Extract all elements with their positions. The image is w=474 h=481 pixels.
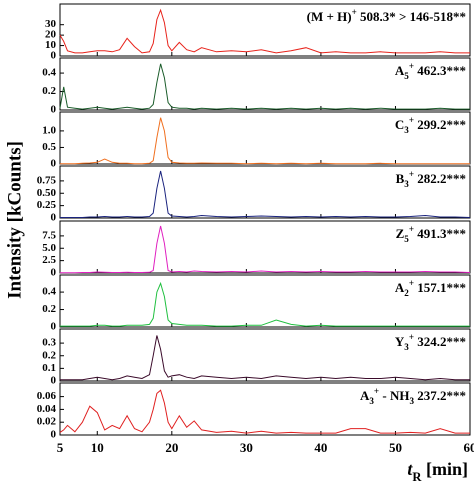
y-tick-label: 0.2 xyxy=(42,85,56,97)
y-tick-label: 0.04 xyxy=(37,403,57,415)
label-part: C xyxy=(395,117,404,132)
label-part: 491.3*** xyxy=(414,226,466,241)
y-tick-label: 0.50 xyxy=(37,187,57,199)
label-part: + xyxy=(374,386,379,396)
label-part: A xyxy=(360,388,370,403)
label-part: B xyxy=(396,171,405,186)
x-tick-label: 5 xyxy=(57,440,64,455)
x-tick-label: 10 xyxy=(91,440,104,455)
label-part: 3 xyxy=(404,179,409,189)
y-tick-label: 0.75 xyxy=(37,174,57,186)
y-tick-label: 0 xyxy=(51,321,57,333)
trace xyxy=(60,225,471,274)
label-part: 324.2*** xyxy=(414,334,466,349)
y-tick-label: 5.0 xyxy=(42,242,56,254)
y-tick-label: 0 xyxy=(51,104,57,116)
label-part: + xyxy=(409,115,414,125)
y-tick-label: 0 xyxy=(51,429,57,441)
label-part: [min] xyxy=(422,459,469,479)
y-tick-label: 0 xyxy=(51,267,57,279)
y-tick-label: 0.4 xyxy=(42,286,56,298)
y-tick-label: 0.25 xyxy=(37,199,57,211)
label-part: 282.2*** xyxy=(414,171,466,186)
label-part: + xyxy=(409,61,414,71)
panel-label: Y3+ 324.2*** xyxy=(395,332,466,352)
label-part: + xyxy=(409,332,414,342)
label-part: 3 xyxy=(404,342,409,352)
y-tick-label: 0.02 xyxy=(37,416,57,428)
y-tick-label: 0.1 xyxy=(42,362,56,374)
y-tick-label: 0.3 xyxy=(42,337,56,349)
y-tick-label: 0.06 xyxy=(37,390,57,402)
label-part: 3 xyxy=(404,125,409,135)
label-part: 237.2*** xyxy=(414,388,466,403)
label-part: 3 xyxy=(369,396,374,406)
y-axis-label: Intensity [kCounts] xyxy=(4,141,25,299)
label-part: t xyxy=(407,459,413,479)
label-part: - NH xyxy=(379,388,409,403)
trace xyxy=(60,117,470,165)
panel-label: B3+ 282.2*** xyxy=(396,169,466,189)
trace xyxy=(60,335,470,381)
label-part: + xyxy=(409,278,414,288)
panel-frame xyxy=(59,111,471,165)
label-part: 299.2*** xyxy=(414,117,466,132)
panel-label: A3+ - NH3 237.2*** xyxy=(360,386,466,406)
y-tick-label: 0.4 xyxy=(42,67,56,79)
trace xyxy=(60,170,471,218)
y-tick-label: 10 xyxy=(45,39,57,51)
label-part: 5 xyxy=(404,71,409,81)
panel-label: Z5+ 491.3*** xyxy=(396,224,466,244)
y-tick-label: 30 xyxy=(45,18,57,30)
y-tick-label: 7.5 xyxy=(42,229,56,241)
label-part: Y xyxy=(395,334,405,349)
panel-label: C3+ 299.2*** xyxy=(395,115,466,135)
panel-frame xyxy=(59,57,471,111)
panel-frame xyxy=(59,328,471,382)
trace xyxy=(60,281,470,327)
label-part: (M + H) xyxy=(307,9,352,24)
x-tick-label: 20 xyxy=(165,440,178,455)
y-tick-label: 2.5 xyxy=(42,254,56,266)
y-tick-label: 1.0 xyxy=(42,124,56,136)
y-tick-label: 20 xyxy=(45,29,57,41)
y-tick-label: 0 xyxy=(51,158,57,170)
panel-frame xyxy=(59,165,471,219)
label-part: Z xyxy=(396,226,405,241)
y-tick-label: 0.5 xyxy=(42,141,56,153)
label-part: 2 xyxy=(404,288,409,298)
y-tick-label: 0 xyxy=(51,375,57,387)
y-tick-label: 0.2 xyxy=(42,349,56,361)
panel-label: A2+ 157.1*** xyxy=(395,278,466,298)
trace xyxy=(59,8,470,54)
x-tick-label: 50 xyxy=(389,440,402,455)
label-part: + xyxy=(409,224,414,234)
label-part: + xyxy=(409,169,414,179)
y-tick-label: 0 xyxy=(51,50,57,62)
trace xyxy=(59,63,470,110)
label-part: 157.1*** xyxy=(414,280,466,295)
label-part: + xyxy=(352,7,357,17)
panel-label: (M + H)+ 508.3* > 146-518** xyxy=(307,7,466,24)
trace xyxy=(59,389,470,434)
panel-frame xyxy=(59,3,471,57)
label-part: A xyxy=(395,63,405,78)
y-tick-label: 0.2 xyxy=(42,303,56,315)
x-tick-label: 30 xyxy=(240,440,253,455)
x-axis-label: tR [min] xyxy=(407,459,468,481)
label-part: A xyxy=(395,280,405,295)
label-part: 5 xyxy=(404,234,409,244)
panel-label: A5+ 462.3*** xyxy=(395,61,466,81)
panel-frame xyxy=(59,274,471,328)
x-tick-label: 40 xyxy=(314,440,327,455)
label-part: 3 xyxy=(409,396,414,406)
y-tick-label: 0 xyxy=(51,212,57,224)
x-tick-label: 60 xyxy=(464,440,474,455)
label-part: 508.3* > 146-518** xyxy=(357,9,466,24)
panel-frame xyxy=(59,220,471,274)
label-part: 462.3*** xyxy=(414,63,466,78)
label-part: R xyxy=(412,470,422,481)
